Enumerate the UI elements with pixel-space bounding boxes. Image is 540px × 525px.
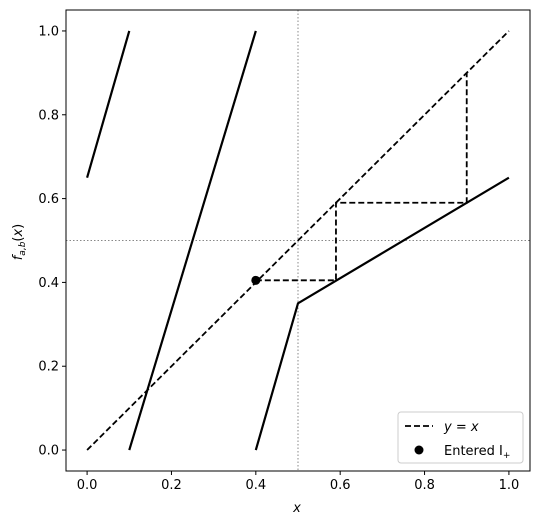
plot-area xyxy=(66,10,530,471)
legend-label-yx: y = x xyxy=(443,420,479,435)
legend-marker-icon xyxy=(414,445,424,455)
map-branch-1 xyxy=(86,30,131,178)
y-tick-label: 0.0 xyxy=(38,444,59,459)
y-tick-label: 0.8 xyxy=(38,108,59,123)
x-tick-label: 0.6 xyxy=(330,478,351,493)
y-axis-label-rest: ( xyxy=(11,237,26,242)
x-tick-label: 1.0 xyxy=(499,478,520,493)
legend: y = x Entered I+ xyxy=(397,411,524,464)
y-axis-label-main: f xyxy=(11,253,26,260)
y-axis-label-sub: a,b xyxy=(18,241,28,255)
x-tick-label: 0.0 xyxy=(77,478,98,493)
y-axis-label-var: x xyxy=(11,229,26,238)
y-axis-label-close: ) xyxy=(11,224,26,229)
map-branch-2 xyxy=(128,30,257,451)
legend-label-entered-text: Entered I xyxy=(444,444,503,459)
x-tick-label: 0.8 xyxy=(414,478,435,493)
map-branch-3 xyxy=(254,176,510,451)
y-tick-label: 0.4 xyxy=(38,276,59,291)
y-tick-label: 0.6 xyxy=(38,192,59,207)
x-tick-label: 0.2 xyxy=(161,478,182,493)
ticks: 0.0 0.2 0.4 0.6 0.8 1.0 0.0 0.2 0.4 0.6 0.8 1.0 xyxy=(38,24,519,493)
legend-label-yx-text: y = x xyxy=(443,420,479,435)
y-axis-label: fa,b(x) xyxy=(11,224,28,261)
legend-label-entered: Entered I+ xyxy=(444,444,510,461)
y-tick-label: 1.0 xyxy=(38,24,59,39)
legend-box xyxy=(397,411,524,464)
entered-point-1 xyxy=(251,275,261,285)
axes-frame xyxy=(65,9,531,472)
x-tick-label: 0.4 xyxy=(245,478,266,493)
identity-line xyxy=(86,30,510,451)
x-axis-label: x xyxy=(292,501,301,516)
cobweb-path xyxy=(255,72,468,282)
y-tick-label: 0.2 xyxy=(38,360,59,375)
legend-label-entered-sub: + xyxy=(503,451,511,461)
